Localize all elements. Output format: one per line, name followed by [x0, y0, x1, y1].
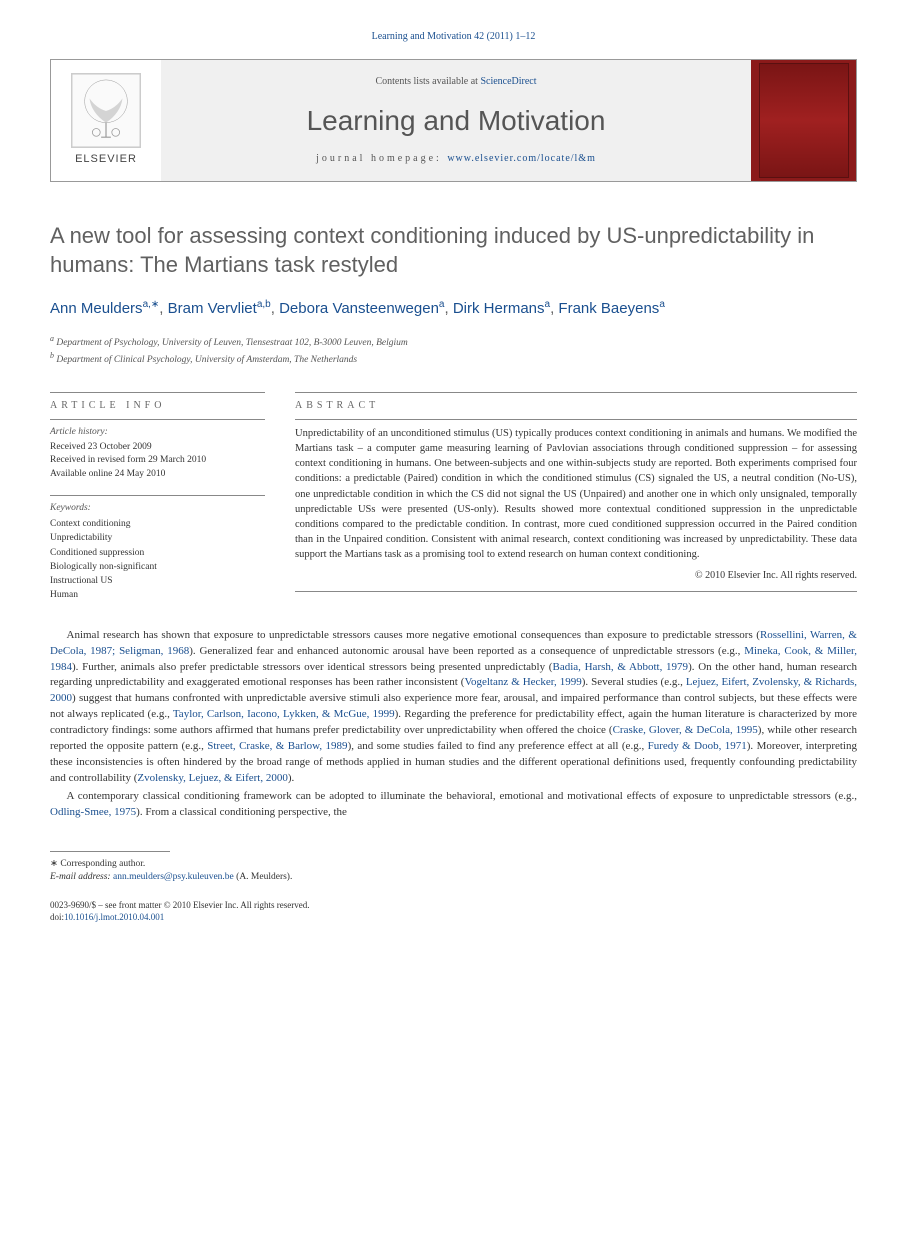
body-text: ). Several studies (e.g., [582, 676, 686, 688]
citation-link[interactable]: Zvolensky, Lejuez, & Eifert, 2000 [137, 772, 288, 784]
keywords-label: Keywords: [50, 502, 265, 515]
divider [295, 419, 857, 420]
body-text: ). [288, 772, 294, 784]
divider [50, 392, 265, 393]
abstract-copyright: © 2010 Elsevier Inc. All rights reserved… [295, 569, 857, 583]
sciencedirect-link[interactable]: ScienceDirect [480, 76, 536, 87]
author-link[interactable]: Debora Vansteenwegen [279, 300, 439, 317]
issn-line: 0023-9690/$ – see front matter © 2010 El… [50, 899, 857, 912]
abstract-heading: abstract [295, 399, 857, 413]
body-paragraph: Animal research has shown that exposure … [50, 628, 857, 787]
info-abstract-row: article info Article history: Received 2… [50, 386, 857, 603]
affil-text: Department of Clinical Psychology, Unive… [56, 355, 357, 365]
citation-link[interactable]: Furedy & Doob, 1971 [648, 740, 747, 752]
journal-name: Learning and Motivation [171, 101, 741, 140]
abstract-text: Unpredictability of an unconditioned sti… [295, 426, 857, 563]
author-sup: a [659, 299, 665, 310]
divider [50, 495, 265, 496]
email-link[interactable]: ann.meulders@psy.kuleuven.be [113, 872, 234, 882]
footnote-divider [50, 851, 170, 852]
article-info-column: article info Article history: Received 2… [50, 386, 265, 603]
author-link[interactable]: Dirk Hermans [453, 300, 545, 317]
author-sup: a,∗ [143, 299, 160, 310]
body-text: ), and some studies failed to find any p… [348, 740, 648, 752]
author-sup: a [439, 299, 445, 310]
divider [295, 591, 857, 592]
corresponding-label: ∗ Corresponding author. [50, 858, 857, 871]
abstract-column: abstract Unpredictability of an uncondit… [295, 386, 857, 603]
affiliation-row: a Department of Psychology, University o… [50, 333, 857, 350]
author-sup: a [545, 299, 551, 310]
masthead-center: Contents lists available at ScienceDirec… [161, 60, 751, 181]
author-sup: a,b [257, 299, 271, 310]
divider [50, 419, 265, 420]
publisher-label: ELSEVIER [75, 152, 137, 167]
article-title: A new tool for assessing context conditi… [50, 222, 857, 279]
author-link[interactable]: Bram Vervliet [168, 300, 257, 317]
homepage-link[interactable]: www.elsevier.com/locate/l&m [447, 153, 596, 164]
email-label: E-mail address: [50, 872, 111, 882]
keyword: Unpredictability [50, 531, 265, 545]
article-info-heading: article info [50, 399, 265, 413]
history-text: Received 23 October 2009 Received in rev… [50, 441, 265, 481]
citation-link[interactable]: Taylor, Carlson, Iacono, Lykken, & McGue… [173, 708, 395, 720]
author-link[interactable]: Ann Meulders [50, 300, 143, 317]
contents-available: Contents lists available at ScienceDirec… [171, 75, 741, 89]
email-row: E-mail address: ann.meulders@psy.kuleuve… [50, 871, 857, 884]
body-text: Animal research has shown that exposure … [67, 629, 760, 641]
header-citation: Learning and Motivation 42 (2011) 1–12 [50, 30, 857, 44]
journal-cover [751, 60, 856, 181]
keyword: Context conditioning [50, 517, 265, 531]
citation-link[interactable]: Odling-Smee, 1975 [50, 806, 136, 818]
keyword: Biologically non-significant [50, 560, 265, 574]
divider [295, 392, 857, 393]
body-text: ). Further, animals also prefer predicta… [72, 661, 552, 673]
citation-link[interactable]: Badia, Harsh, & Abbott, 1979 [552, 661, 688, 673]
publisher-box: ELSEVIER [51, 60, 161, 181]
body-text: ). From a classical conditioning perspec… [136, 806, 347, 818]
citation-link[interactable]: Craske, Glover, & DeCola, 1995 [613, 724, 758, 736]
body-text: A contemporary classical conditioning fr… [67, 790, 858, 802]
doi-line: doi:10.1016/j.lmot.2010.04.001 [50, 911, 857, 924]
keyword: Instructional US [50, 574, 265, 588]
cover-thumbnail [759, 63, 849, 178]
citation-link[interactable]: Vogeltanz & Hecker, 1999 [464, 676, 581, 688]
masthead: ELSEVIER Contents lists available at Sci… [50, 59, 857, 182]
journal-homepage: journal homepage: www.elsevier.com/locat… [171, 152, 741, 166]
affiliation-row: b Department of Clinical Psychology, Uni… [50, 350, 857, 367]
footer-publication-info: 0023-9690/$ – see front matter © 2010 El… [50, 899, 857, 924]
keyword: Human [50, 588, 265, 602]
corresponding-author: ∗ Corresponding author. E-mail address: … [50, 858, 857, 885]
homepage-prefix: journal homepage: [316, 153, 447, 164]
elsevier-tree-icon [71, 73, 141, 148]
body-text: ). Generalized fear and enhanced autonom… [189, 645, 744, 657]
keyword: Conditioned suppression [50, 546, 265, 560]
author-link[interactable]: Frank Baeyens [558, 300, 659, 317]
affiliations: a Department of Psychology, University o… [50, 333, 857, 368]
authors-list: Ann Meuldersa,∗, Bram Vervlieta,b, Debor… [50, 297, 857, 321]
doi-prefix: doi: [50, 912, 64, 922]
affil-sup: a [50, 334, 54, 343]
contents-prefix: Contents lists available at [375, 76, 480, 87]
history-label: Article history: [50, 426, 265, 439]
citation-link[interactable]: Street, Craske, & Barlow, 1989 [207, 740, 347, 752]
affil-text: Department of Psychology, University of … [56, 338, 407, 348]
keywords-list: Context conditioning Unpredictability Co… [50, 517, 265, 603]
body-paragraph: A contemporary classical conditioning fr… [50, 789, 857, 821]
affil-sup: b [50, 351, 54, 360]
email-person: (A. Meulders). [234, 872, 293, 882]
doi-link[interactable]: 10.1016/j.lmot.2010.04.001 [64, 912, 164, 922]
